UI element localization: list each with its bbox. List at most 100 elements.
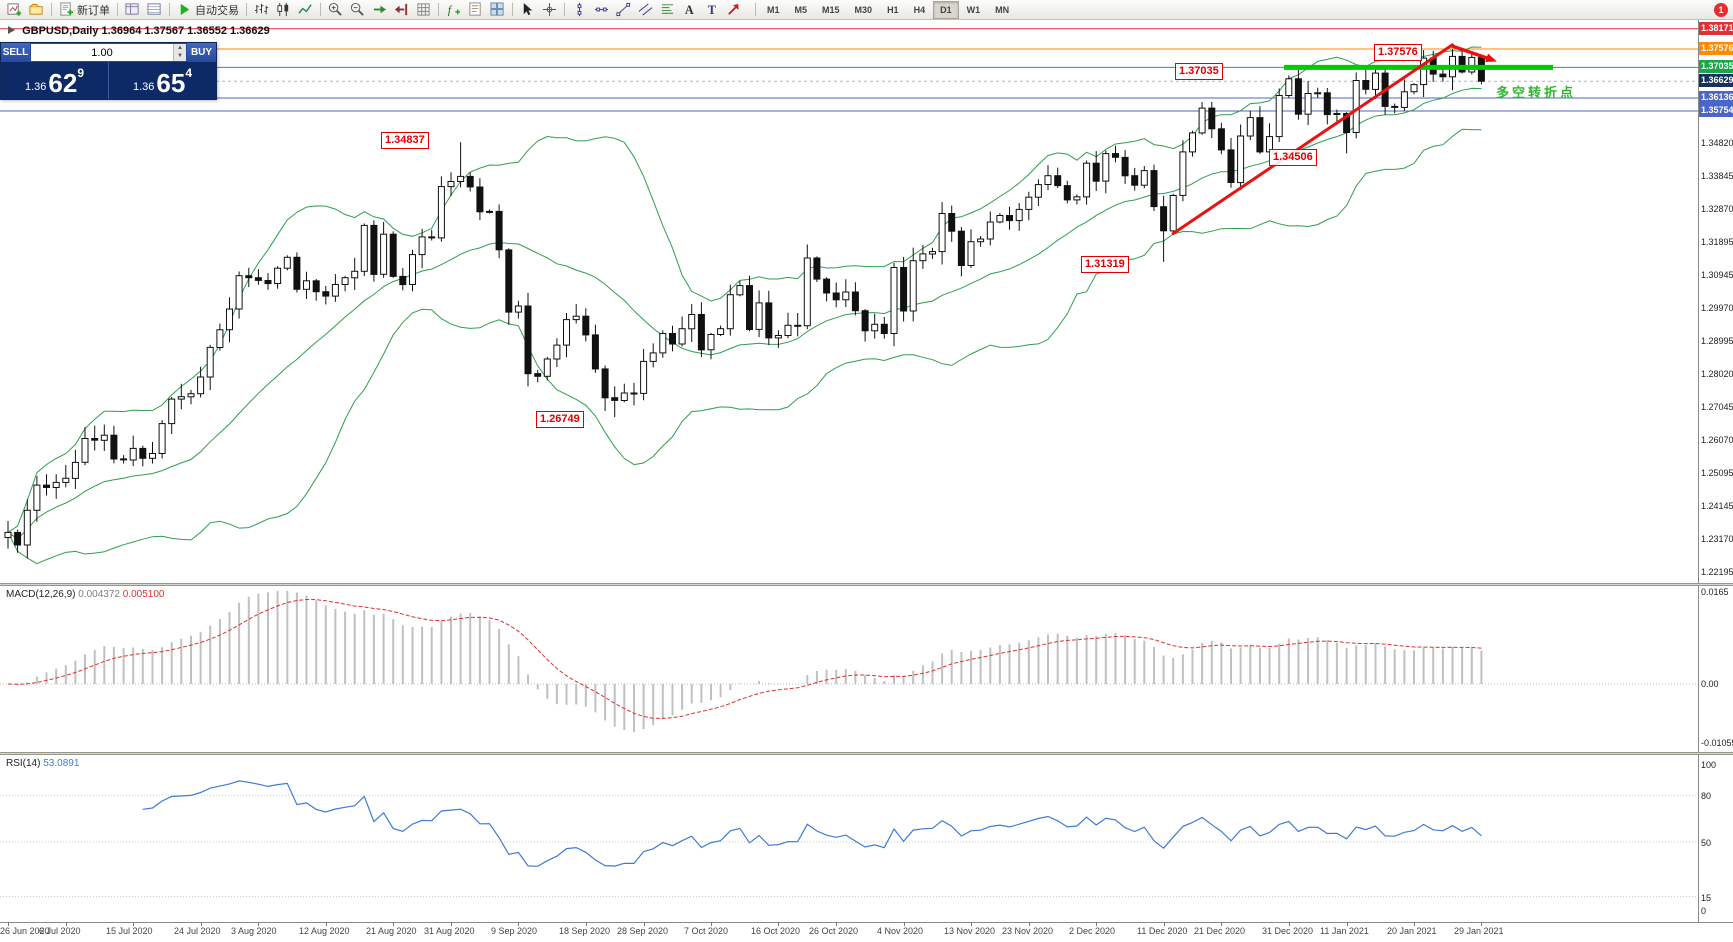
date-tick — [518, 922, 519, 926]
timeframe-h1-button[interactable]: H1 — [880, 1, 906, 19]
zoom-out-button[interactable] — [347, 1, 368, 19]
rsi-axis-label: 0 — [1701, 906, 1707, 916]
price-callout[interactable]: 1.26749 — [536, 411, 584, 428]
price-callout[interactable]: 1.37576 — [1374, 44, 1422, 61]
annotation-note[interactable]: 多空转折点 — [1496, 85, 1577, 100]
macd-axis-label: -0.0105571 — [1701, 738, 1733, 748]
bar-chart-icon — [254, 3, 269, 15]
bar-chart-button[interactable] — [251, 1, 272, 19]
text-tool-button[interactable]: A — [679, 1, 700, 19]
auto-trade-button[interactable]: 自动交易 — [174, 1, 242, 19]
buy-button[interactable]: BUY — [187, 43, 216, 62]
date-label: 16 Oct 2020 — [751, 926, 801, 936]
cursor-button[interactable] — [517, 1, 538, 19]
auto-trade-label: 自动交易 — [195, 4, 239, 17]
grid-button[interactable] — [413, 1, 434, 19]
rsi-axis-label: 100 — [1701, 760, 1717, 770]
crosshair-button[interactable] — [539, 1, 560, 19]
price-divider — [108, 62, 109, 99]
timeframe-m30-button[interactable]: M30 — [848, 1, 880, 19]
tile-windows-button[interactable] — [487, 1, 508, 19]
vline-icon — [577, 2, 582, 17]
rsi-axis-label: 15 — [1701, 893, 1712, 903]
volume-increase-icon[interactable]: ▲ — [177, 45, 183, 51]
indicators-button[interactable]: f — [443, 1, 464, 19]
price-axis-label-1.38171: 1.38171 — [1699, 22, 1733, 35]
profiles-button[interactable] — [26, 1, 47, 19]
svg-text:f: f — [448, 4, 453, 16]
market-watch-button[interactable] — [122, 1, 143, 19]
sell-price[interactable]: 1.36 62 9 — [24, 66, 85, 98]
price-axis-label: 1.29970 — [1701, 303, 1733, 313]
new-order-label: 新订单 — [77, 4, 110, 17]
channel-button[interactable] — [635, 1, 656, 19]
new-chart-icon — [7, 3, 22, 16]
hline-button[interactable] — [591, 1, 612, 19]
trendline-button[interactable] — [613, 1, 634, 19]
text-tool-icon: A — [685, 3, 694, 17]
panel-splitter-macd[interactable] — [0, 583, 1733, 586]
macd-canvas[interactable] — [0, 586, 1698, 752]
date-label: 24 Jul 2020 — [174, 926, 221, 936]
date-tick — [1164, 922, 1165, 926]
timeframe-m15-button[interactable]: M15 — [815, 1, 847, 19]
candle-chart-button[interactable] — [273, 1, 294, 19]
timeframe-w1-button[interactable]: W1 — [960, 1, 988, 19]
timeframe-h4-button[interactable]: H4 — [907, 1, 933, 19]
chart-window: GBPUSD,Daily 1.36964 1.37567 1.36552 1.3… — [0, 20, 1733, 942]
new-order-button[interactable]: 新订单 — [56, 1, 113, 19]
arrow-tool-button[interactable] — [723, 1, 744, 19]
price-axis-label: 1.31895 — [1701, 237, 1733, 247]
timeframe-m1-button[interactable]: M1 — [760, 1, 787, 19]
volume-field: ▲ ▼ — [30, 43, 187, 62]
notification-badge[interactable]: 1 — [1714, 3, 1728, 17]
date-tick — [66, 922, 67, 926]
rsi-canvas[interactable] — [0, 755, 1698, 922]
date-label: 20 Jan 2021 — [1387, 926, 1437, 936]
toolbar-separator — [512, 3, 513, 16]
date-tick — [644, 922, 645, 926]
volume-input[interactable] — [31, 44, 173, 61]
price-axis-label: 1.27045 — [1701, 402, 1733, 412]
price-axis-label: 1.26070 — [1701, 435, 1733, 445]
rsi-header: RSI(14) 53.0891 — [6, 758, 79, 769]
macd-label: MACD(12,26,9) — [6, 589, 76, 600]
auto-scroll-button[interactable] — [369, 1, 390, 19]
date-label: 28 Sep 2020 — [617, 926, 669, 936]
timeframe-m5-button[interactable]: M5 — [788, 1, 815, 19]
price-axis-label: 1.28020 — [1701, 369, 1733, 379]
templates-button[interactable] — [465, 1, 486, 19]
price-callout[interactable]: 1.34506 — [1269, 149, 1317, 166]
rsi-value: 53.0891 — [43, 758, 80, 769]
bb-middle-band — [7, 87, 1482, 540]
trendline-object[interactable] — [1171, 43, 1454, 235]
buy-price[interactable]: 1.36 65 4 — [132, 66, 193, 98]
sell-button[interactable]: SELL — [1, 43, 30, 62]
fibonacci-button[interactable] — [657, 1, 678, 19]
date-tick — [836, 922, 837, 926]
price-callout[interactable]: 1.37035 — [1175, 63, 1223, 80]
macd-axis-label: 0.0165 — [1701, 587, 1729, 597]
price-callout[interactable]: 1.31319 — [1081, 256, 1129, 273]
timeframe-mn-button[interactable]: MN — [988, 1, 1016, 19]
templates-icon — [469, 2, 481, 16]
new-chart-button[interactable] — [4, 1, 25, 19]
chart-shift-button[interactable] — [391, 1, 412, 19]
price-callout[interactable]: 1.34837 — [381, 132, 429, 149]
date-tick — [326, 922, 327, 926]
chart-title: GBPUSD,Daily 1.36964 1.37567 1.36552 1.3… — [8, 25, 270, 37]
panel-splitter-rsi[interactable] — [0, 752, 1733, 755]
vline-button[interactable] — [569, 1, 590, 19]
data-window-button[interactable] — [144, 1, 165, 19]
timeframe-d1-button[interactable]: D1 — [933, 0, 959, 19]
macd-signal-line — [7, 598, 1482, 719]
zoom-in-button[interactable] — [325, 1, 346, 19]
bb-upper-band — [7, 46, 1482, 533]
label-tool-button[interactable]: T — [701, 1, 722, 19]
price-chart-canvas[interactable] — [0, 20, 1698, 583]
date-axis[interactable] — [0, 922, 1733, 942]
arrow-object[interactable] — [1451, 44, 1497, 62]
line-chart-button[interactable] — [295, 1, 316, 19]
volume-decrease-icon[interactable]: ▼ — [177, 53, 183, 59]
